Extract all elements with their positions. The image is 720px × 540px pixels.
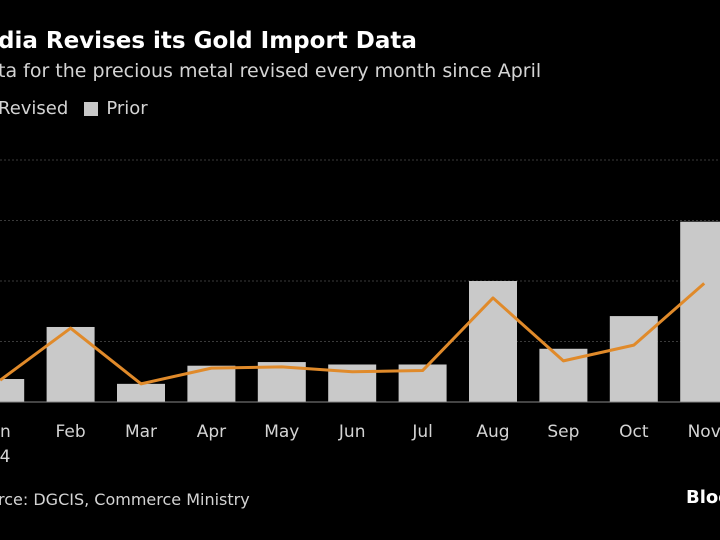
x-tick-label-jul: Jul <box>411 422 433 442</box>
x-tick-label-may: May <box>264 422 299 442</box>
x-tick-label-aug: Aug <box>476 422 509 442</box>
x-tick-label-feb: Feb <box>56 422 86 442</box>
x-axis: an Feb Mar Apr May Jun Jul Aug Sep Oct Nov 024 <box>0 401 720 467</box>
grid-lines <box>0 159 720 342</box>
bar-prior-feb <box>46 326 95 402</box>
x-tick-label-mar: Mar <box>125 422 157 442</box>
legend-item-revised: Revised <box>0 98 68 119</box>
chart-title: dia Revises its Gold Import Data <box>0 28 417 54</box>
revised-line-series <box>0 282 706 386</box>
chart-subtitle: ta for the precious metal revised every … <box>0 60 542 82</box>
x-tick-label-apr: Apr <box>197 422 226 442</box>
x-tick-label-jun: Jun <box>338 422 366 442</box>
legend-label-prior: Prior <box>106 98 148 119</box>
bars <box>0 221 720 402</box>
brand-logo: Bloo <box>686 487 720 508</box>
legend-label-revised: Revised <box>0 98 69 119</box>
bar-prior-nov <box>680 221 720 402</box>
legend-swatch-prior <box>84 101 99 116</box>
bar-prior-mar <box>117 383 165 402</box>
source-note: rce: DGCIS, Commerce Ministry <box>0 490 250 509</box>
x-tick-label-an: an <box>0 422 11 442</box>
bar-prior-aug <box>469 281 517 402</box>
legend-item-prior: Prior <box>84 98 148 119</box>
legend: Revised Prior <box>0 98 164 119</box>
x-tick-label-oct: Oct <box>619 422 649 442</box>
bar-prior-an <box>0 379 25 402</box>
x-tick-label-nov: Nov <box>688 422 720 442</box>
x-tick-label-sep: Sep <box>547 422 579 442</box>
x-year-label: 024 <box>0 447 10 467</box>
